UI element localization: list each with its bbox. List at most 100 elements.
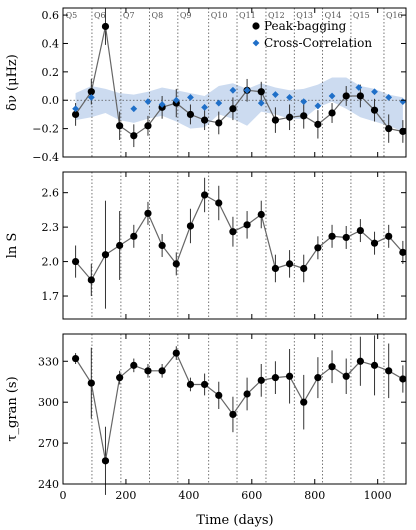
cross-correlation-point (355, 84, 363, 91)
data-point (399, 248, 407, 256)
cross-correlation-point (385, 94, 393, 101)
data-point (271, 116, 280, 124)
y-tick-label: 300 (38, 396, 59, 409)
quarter-label: Q6 (94, 11, 106, 20)
y-tick-label: 2.0 (42, 256, 60, 269)
data-point (342, 233, 350, 242)
panel-ln-s: 1.7 2.0 2.3 2.6 ln S (5, 171, 407, 320)
quarter-label: Q14 (325, 11, 342, 20)
data-point (271, 374, 280, 382)
data-point (314, 244, 322, 252)
data-point (144, 367, 152, 375)
data-point (356, 92, 364, 100)
data-point (243, 390, 251, 398)
data-point (285, 260, 294, 268)
data-point (87, 88, 95, 96)
legend-marker (252, 22, 260, 30)
cross-correlation-point (187, 94, 194, 101)
legend-marker (252, 39, 260, 47)
cross-correlation-point (201, 103, 209, 111)
y-axis-label: δν (μHz) (5, 54, 20, 111)
quarter-label: Q13 (296, 11, 313, 20)
data-point (385, 232, 393, 240)
data-point (101, 251, 110, 259)
data-point (300, 398, 308, 406)
data-point (87, 379, 95, 387)
cross-correlation-point (314, 102, 322, 110)
data-point (101, 22, 110, 31)
x-axis-label: Time (days) (196, 513, 273, 528)
data-point (215, 119, 223, 127)
x-tick-label: 800 (304, 489, 325, 502)
x-tick-label: 400 (178, 489, 199, 502)
cross-correlation-point (172, 96, 180, 104)
data-point (370, 239, 379, 247)
data-point (257, 88, 265, 96)
y-axis-label: ln S (5, 233, 20, 259)
data-point (130, 232, 138, 240)
data-point (243, 221, 251, 229)
data-point (158, 367, 166, 375)
quarter-label: Q8 (152, 11, 164, 20)
data-point (71, 354, 80, 363)
data-point (71, 110, 80, 119)
data-point (201, 380, 209, 389)
cross-correlation-point (144, 98, 152, 106)
data-point (370, 106, 379, 114)
quarter-label: Q10 (211, 11, 228, 20)
cross-correlation-point (272, 91, 279, 98)
panel-granulation-timescale: 240 270 300 330 0 200 400 600 800 1000 τ_gran (s) (5, 333, 407, 502)
data-point (285, 113, 294, 121)
cross-correlation-point (399, 98, 407, 106)
data-point (158, 241, 166, 250)
data-point (116, 374, 124, 382)
data-point (215, 391, 223, 399)
data-point (87, 276, 95, 284)
data-point (300, 264, 308, 273)
data-point (314, 374, 322, 382)
data-point (356, 357, 364, 365)
data-point (144, 209, 152, 217)
data-point (215, 199, 223, 207)
quarter-label: Q5 (66, 11, 78, 20)
y-tick-label: 0.4 (42, 37, 60, 50)
cross-correlation-point (371, 88, 378, 96)
cross-correlation-point (158, 101, 166, 108)
data-point (172, 260, 180, 268)
quarter-label: Q15 (353, 11, 370, 20)
cross-correlation-point (87, 94, 95, 101)
data-point (186, 380, 195, 389)
y-tick-label: 0.6 (42, 9, 60, 22)
quarter-label: Q11 (239, 11, 256, 20)
data-point (328, 109, 336, 117)
data-point (229, 410, 237, 419)
panel-frequency-shift: Q5 Q6 Q7 Q8 Q9 Q10 Q11 Q12 Q13 Q14 Q15 Q16 −0.4 −0.2 0… (5, 7, 407, 164)
axes-frame (62, 171, 407, 320)
y-tick-label: 240 (38, 478, 59, 491)
x-tick-label: 200 (115, 489, 136, 502)
data-point (285, 372, 294, 380)
data-point (101, 457, 110, 465)
series-line (75, 351, 404, 461)
cross-correlation-point (72, 105, 79, 113)
data-point (314, 120, 322, 128)
cross-correlation-point (300, 98, 308, 106)
data-point (172, 349, 180, 357)
data-point (300, 112, 308, 120)
y-axis-label: τ_gran (s) (5, 376, 20, 441)
y-tick-label: −0.4 (32, 151, 59, 164)
data-point (356, 226, 364, 235)
data-point (257, 376, 265, 384)
data-point (370, 361, 379, 369)
data-point (116, 122, 124, 130)
x-tick-label: 600 (241, 489, 262, 502)
data-point (71, 257, 80, 266)
data-point (229, 105, 237, 113)
data-point (399, 375, 407, 383)
data-point (229, 228, 237, 236)
y-tick-label: 1.7 (42, 290, 60, 303)
cross-correlation-point (243, 86, 251, 94)
data-point (130, 132, 138, 140)
cross-correlation-point (257, 99, 265, 107)
